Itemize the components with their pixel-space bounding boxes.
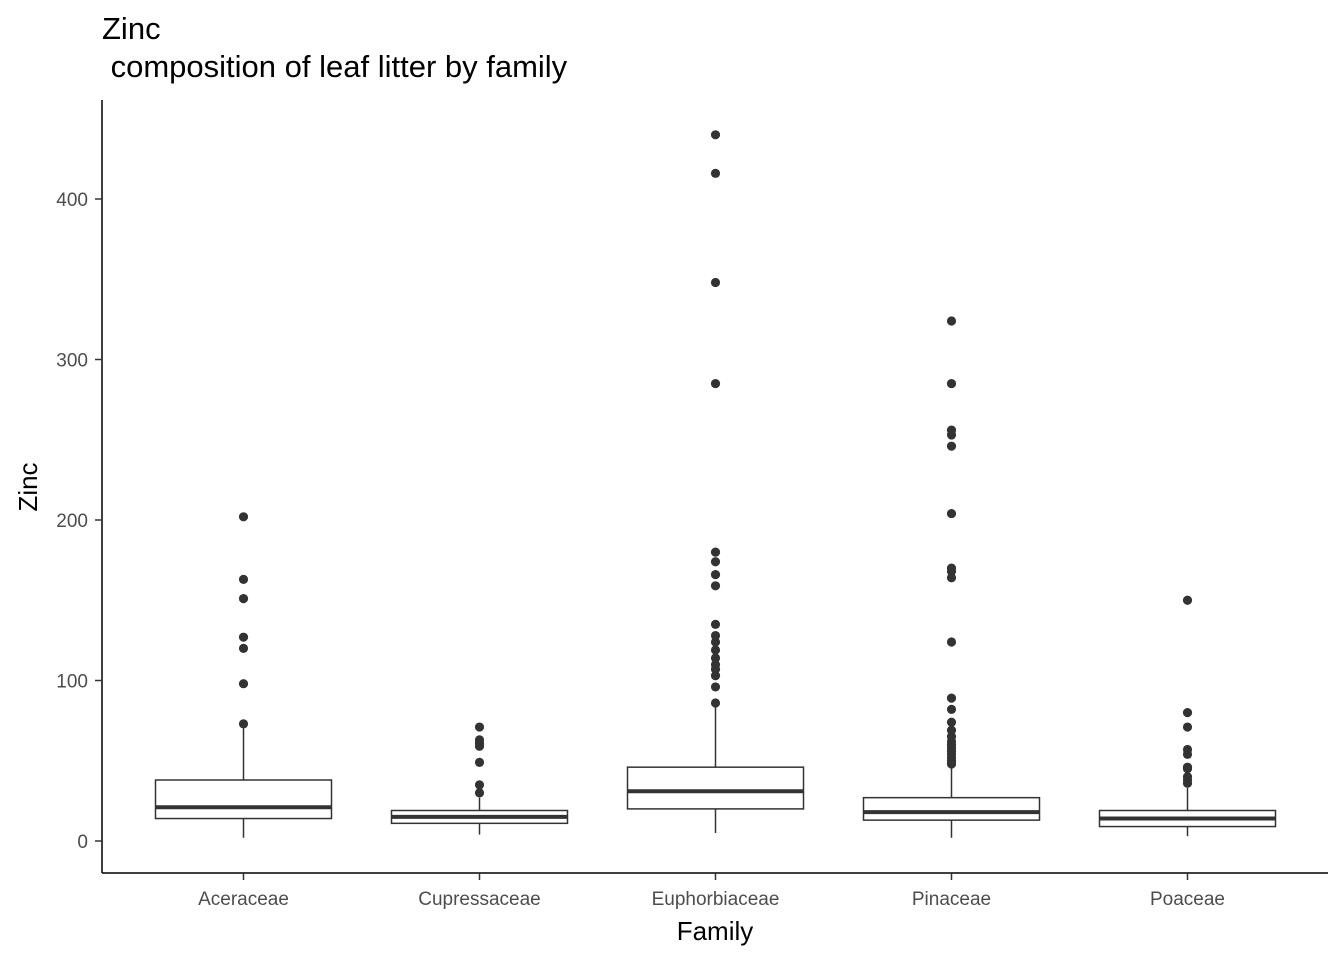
outlier-point	[710, 659, 721, 670]
outlier-point	[946, 563, 957, 573]
outlier-point	[474, 722, 485, 732]
outlier-point	[238, 643, 249, 654]
box-group	[1098, 595, 1277, 837]
outlier-point	[710, 277, 721, 288]
outlier-point	[474, 788, 485, 798]
x-tick-label: Pinaceae	[912, 889, 991, 910]
outlier-point	[946, 704, 957, 714]
box-iqr	[154, 779, 333, 820]
outlier-point	[238, 632, 249, 642]
outlier-point	[710, 671, 721, 681]
y-ticks-layer: 0 100 200 300 400	[56, 190, 102, 853]
outlier-point	[710, 698, 721, 708]
x-ticks-layer: Aceraceae Cupressaceae Euphorbiaceae Pinace…	[198, 873, 1225, 910]
outlier-point	[710, 630, 721, 641]
outlier-point	[1182, 772, 1193, 782]
outlier-point	[238, 679, 249, 689]
chart-title: Zinc	[102, 11, 161, 46]
y-tick-label: 400	[56, 190, 88, 211]
outlier-point	[710, 619, 721, 629]
outlier-point	[474, 757, 485, 767]
outlier-point	[1182, 595, 1193, 605]
box-iqr	[862, 796, 1041, 821]
outlier-point	[946, 316, 957, 326]
outlier-point	[238, 574, 249, 584]
outlier-point	[1182, 708, 1193, 718]
outlier-point	[710, 130, 721, 140]
outlier-point	[710, 557, 721, 567]
outlier-point	[710, 637, 721, 647]
outlier-point	[1182, 722, 1193, 732]
y-tick-label: 0	[77, 832, 88, 853]
outlier-point	[946, 508, 957, 519]
outlier-point	[710, 682, 721, 692]
x-tick-label: Euphorbiaceae	[652, 889, 780, 910]
outlier-point	[946, 425, 957, 435]
outlier-point	[474, 735, 485, 745]
outlier-point	[474, 780, 485, 790]
outlier-point	[946, 717, 957, 727]
y-tick-label: 300	[56, 351, 88, 372]
outlier-point	[238, 594, 249, 604]
box-group	[626, 130, 805, 833]
outlier-point	[1182, 762, 1193, 772]
x-tick-label: Aceraceae	[198, 889, 289, 910]
outlier-point	[710, 168, 721, 178]
boxes-layer	[154, 130, 1277, 838]
box-iqr	[626, 766, 805, 810]
outlier-point	[710, 378, 721, 389]
outlier-point	[946, 693, 957, 703]
outlier-point	[946, 378, 957, 389]
outlier-point	[946, 732, 957, 742]
outlier-point	[946, 725, 957, 735]
box-group	[390, 722, 569, 835]
outlier-point	[710, 645, 721, 655]
y-axis-title: Zinc	[13, 462, 43, 511]
x-tick-label: Cupressaceae	[418, 889, 541, 910]
outlier-point	[710, 547, 721, 557]
outlier-point	[710, 581, 721, 591]
outlier-point	[710, 569, 721, 580]
y-tick-label: 200	[56, 511, 88, 532]
chart-subtitle: composition of leaf litter by family	[102, 49, 568, 84]
box-group	[862, 316, 1041, 838]
outlier-point	[946, 441, 957, 451]
outlier-point	[946, 573, 957, 583]
y-tick-label: 100	[56, 672, 88, 693]
outlier-point	[946, 637, 957, 647]
box-group	[154, 512, 333, 838]
outlier-point	[1182, 744, 1193, 755]
outlier-point	[710, 653, 721, 663]
x-axis-title: Family	[677, 916, 754, 946]
outlier-point	[238, 512, 249, 522]
x-tick-label: Poaceae	[1150, 889, 1225, 910]
outlier-point	[238, 719, 249, 729]
